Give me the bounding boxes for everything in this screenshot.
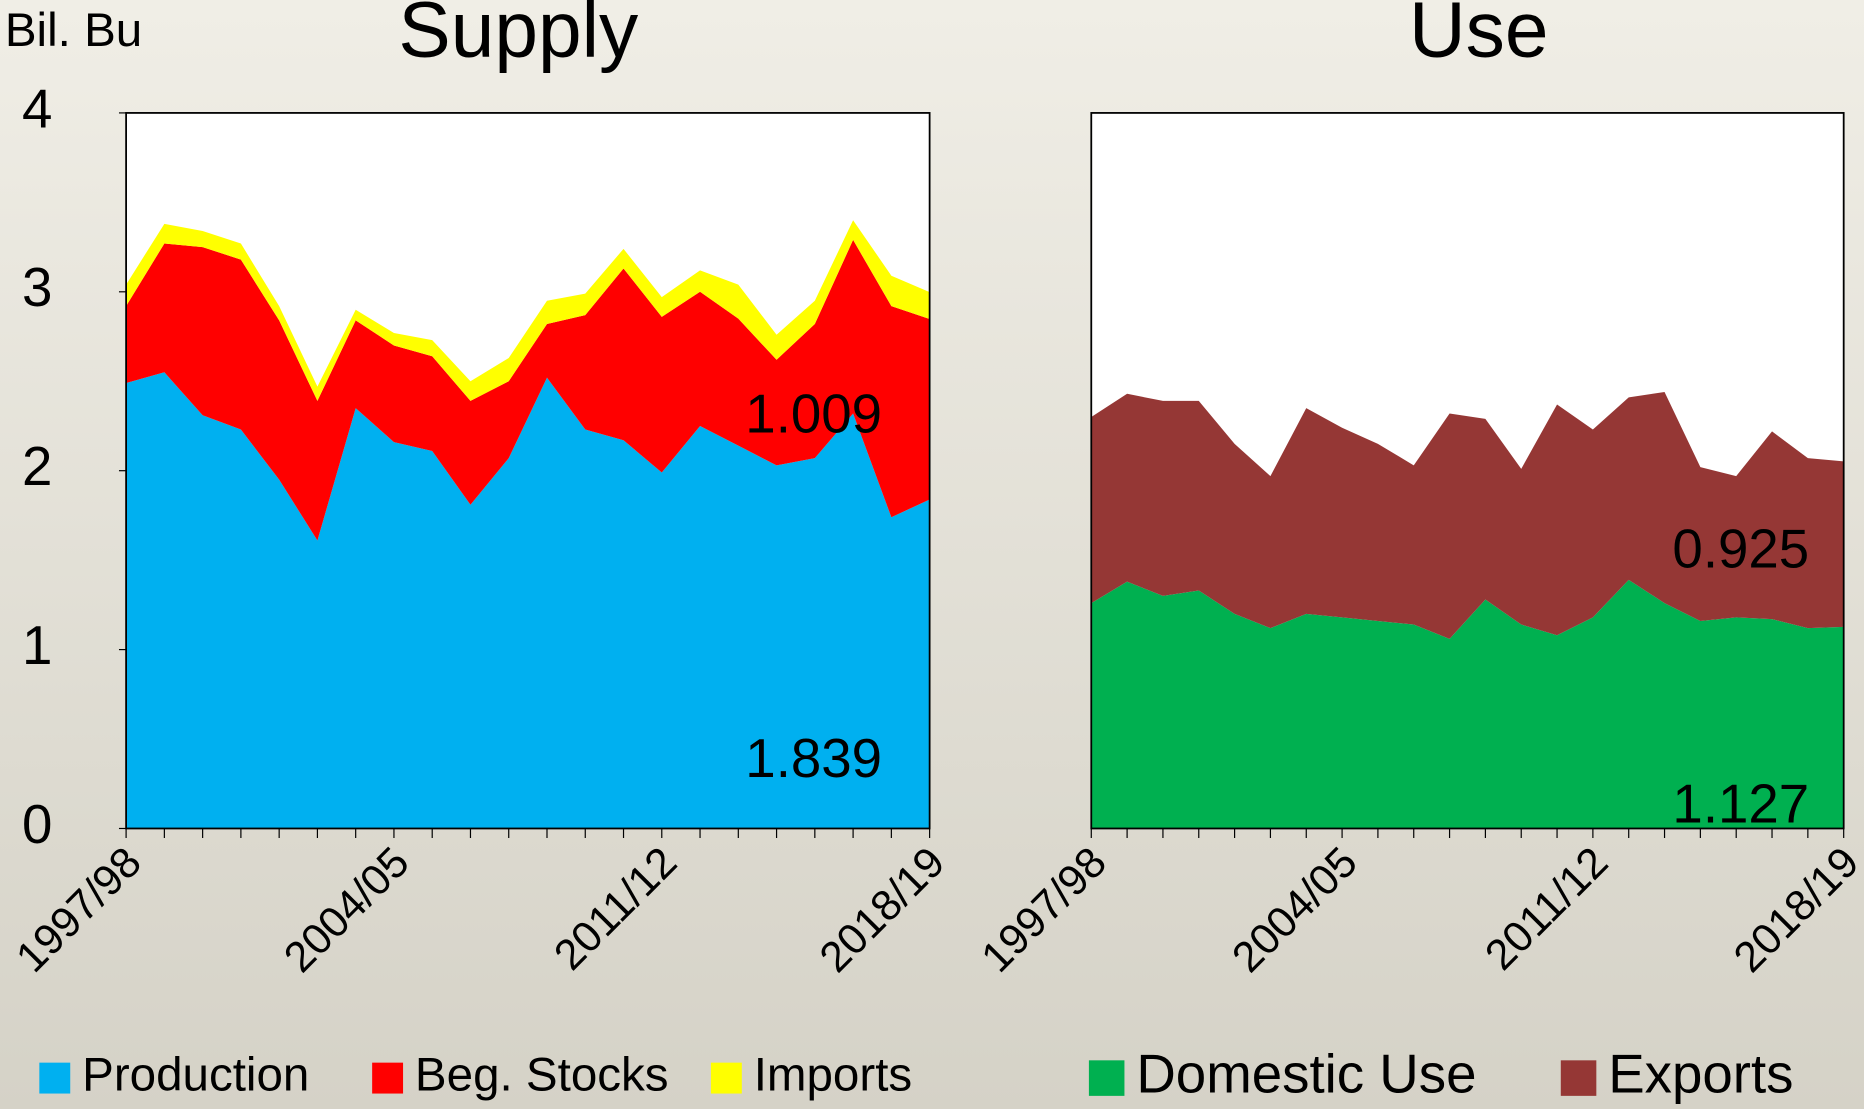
y-tick-label: 2 (22, 436, 52, 497)
x-tick-label: 2018/19 (1725, 838, 1864, 982)
x-tick-label: 2004/05 (275, 838, 419, 982)
legend-swatch (1560, 1060, 1597, 1096)
plot-frame (1090, 112, 1845, 830)
data-label: 0.925 (1672, 519, 1809, 580)
area (1091, 579, 1844, 829)
legend-label: Beg. Stocks (415, 1049, 669, 1102)
legend-label: Production (82, 1049, 309, 1102)
legend-swatch (39, 1062, 71, 1094)
legend-swatch (710, 1062, 742, 1094)
data-label: 1.127 (1672, 774, 1809, 835)
data-label: 1.009 (745, 384, 882, 445)
area (126, 372, 930, 829)
area (126, 220, 930, 401)
x-tick-label: 1997/98 (7, 838, 151, 982)
chart-title: Use (1409, 0, 1549, 73)
x-tick-label: 2011/12 (1476, 838, 1617, 979)
chart-title: Supply (398, 0, 639, 73)
y-tick-label: 1 (22, 615, 52, 676)
y-tick-label: 0 (22, 794, 52, 855)
y-tick-label: 4 (22, 78, 52, 139)
legend-label: Exports (1608, 1044, 1793, 1105)
x-tick-label: 2011/12 (545, 838, 686, 979)
legend-swatch (372, 1062, 404, 1094)
x-tick-label: 2004/05 (1223, 838, 1367, 982)
area (1091, 391, 1844, 639)
data-label: 1.839 (745, 728, 882, 789)
legend-label: Imports (754, 1049, 912, 1102)
legend-label: Domestic Use (1136, 1044, 1476, 1105)
y-tick-label: 3 (22, 257, 52, 318)
legend-swatch (1088, 1060, 1125, 1096)
x-tick-label: 1997/98 (972, 838, 1116, 982)
x-tick-label: 2018/19 (811, 838, 955, 982)
y-axis-label: Bil. Bu (5, 4, 142, 57)
area (126, 239, 930, 541)
